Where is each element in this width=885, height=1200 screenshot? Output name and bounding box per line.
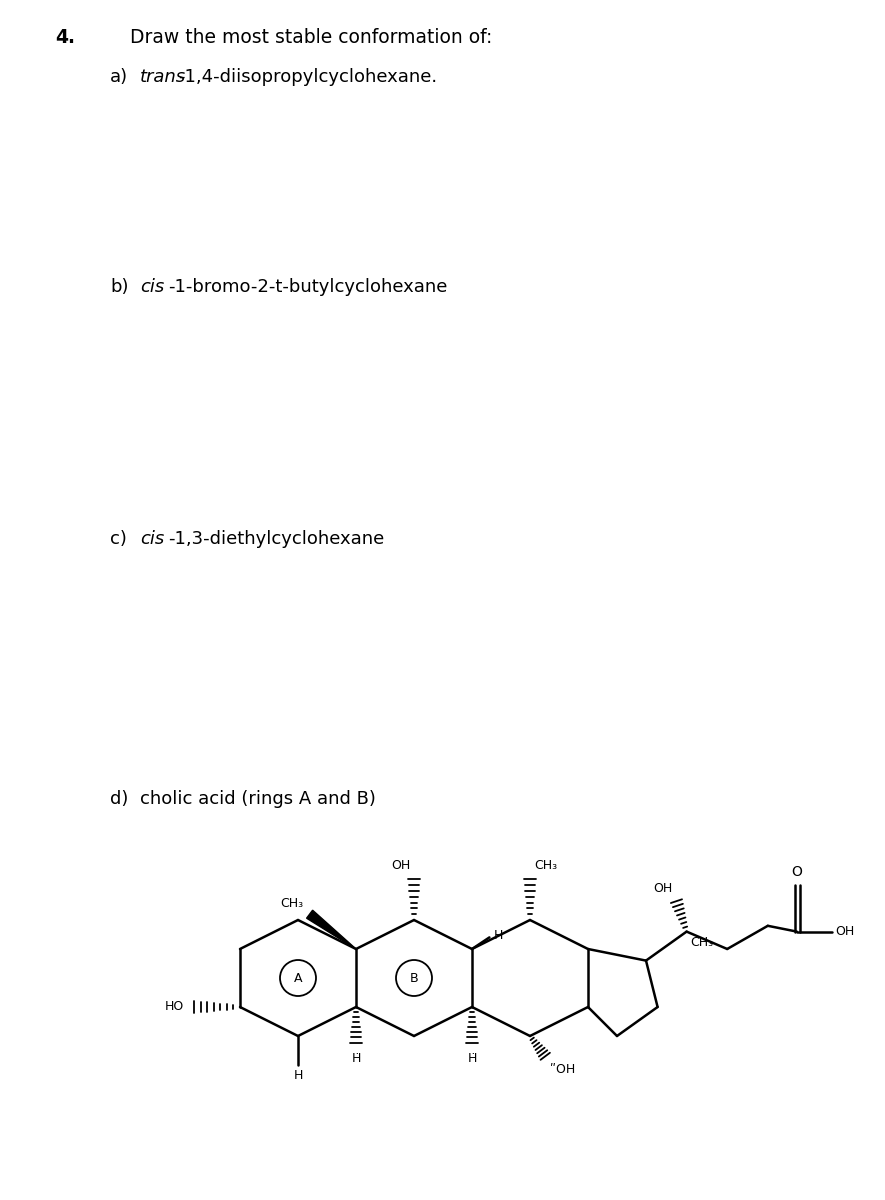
Text: H: H <box>293 1069 303 1082</box>
Text: Draw the most stable conformation of:: Draw the most stable conformation of: <box>130 28 492 47</box>
Text: cis: cis <box>140 278 165 296</box>
Text: CH₃: CH₃ <box>690 936 713 948</box>
Text: OH: OH <box>654 882 673 895</box>
Text: B: B <box>410 972 419 984</box>
Text: b): b) <box>110 278 128 296</box>
Text: H: H <box>494 929 503 942</box>
Text: A: A <box>294 972 303 984</box>
Text: CH₃: CH₃ <box>534 859 558 871</box>
Text: OH: OH <box>835 925 855 938</box>
Text: ʹʹOH: ʹʹOH <box>550 1063 575 1076</box>
Text: OH: OH <box>391 859 410 871</box>
Text: Ḣ: Ḣ <box>467 1051 477 1064</box>
Text: 4.: 4. <box>55 28 75 47</box>
Text: -1,3-diethylcyclohexane: -1,3-diethylcyclohexane <box>168 530 384 548</box>
Text: -1-bromo-2-t-butylcyclohexane: -1-bromo-2-t-butylcyclohexane <box>168 278 448 296</box>
Text: cis: cis <box>140 530 165 548</box>
Text: -1,4-diisopropylcyclohexane.: -1,4-diisopropylcyclohexane. <box>178 68 437 86</box>
Text: d): d) <box>110 790 128 808</box>
Text: cholic acid (rings A and B): cholic acid (rings A and B) <box>140 790 376 808</box>
Text: trans: trans <box>140 68 186 86</box>
Polygon shape <box>306 911 356 949</box>
Text: Ḣ: Ḣ <box>351 1051 361 1064</box>
Text: CH₃: CH₃ <box>281 898 304 911</box>
Text: HO: HO <box>165 1001 184 1014</box>
Text: a): a) <box>110 68 128 86</box>
Text: c): c) <box>110 530 127 548</box>
Text: O: O <box>791 865 802 880</box>
